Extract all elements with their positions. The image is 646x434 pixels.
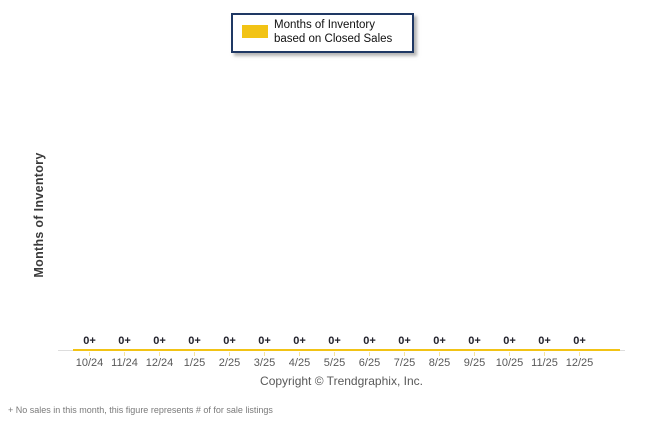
axis-tick (369, 352, 370, 356)
legend-series-label: Months of Inventory based on Closed Sale… (274, 19, 393, 45)
month-label: 6/25 (358, 357, 381, 369)
value-label: 0+ (328, 335, 341, 347)
value-label: 0+ (258, 335, 271, 347)
value-label: 0+ (293, 335, 306, 347)
y-axis-title: Months of Inventory (32, 152, 46, 278)
value-label: 0+ (153, 335, 166, 347)
footnote-text: + No sales in this month, this figure re… (8, 405, 273, 415)
category-4-25: 0+ 4/25 (282, 334, 317, 369)
category-7-25: 0+ 7/25 (387, 334, 422, 369)
category-3-25: 0+ 3/25 (247, 334, 282, 369)
month-label: 11/24 (111, 357, 138, 369)
category-6-25: 0+ 6/25 (352, 334, 387, 369)
value-label: 0+ (118, 335, 131, 347)
value-label: 0+ (223, 335, 236, 347)
axis-tick (229, 352, 230, 356)
month-label: 3/25 (253, 357, 276, 369)
month-label: 10/25 (495, 357, 524, 369)
axis-tick (299, 352, 300, 356)
value-label: 0+ (83, 335, 96, 347)
value-label: 0+ (433, 335, 446, 347)
month-label: 2/25 (218, 357, 241, 369)
category-8-25: 0+ 8/25 (422, 334, 457, 369)
category-1-25: 0+ 1/25 (177, 334, 212, 369)
copyright-text: Copyright © Trendgraphix, Inc. (260, 374, 423, 388)
axis-tick (509, 352, 510, 356)
month-label: 9/25 (463, 357, 486, 369)
value-label: 0+ (398, 335, 411, 347)
month-label: 12/25 (565, 357, 594, 369)
axis-tick (194, 352, 195, 356)
value-label: 0+ (573, 335, 586, 347)
legend: Months of Inventory based on Closed Sale… (231, 13, 414, 53)
category-5-25: 0+ 5/25 (317, 334, 352, 369)
value-label: 0+ (538, 335, 551, 347)
value-label: 0+ (468, 335, 481, 347)
category-2-25: 0+ 2/25 (212, 334, 247, 369)
axis-tick (579, 352, 580, 356)
value-label: 0+ (503, 335, 516, 347)
month-label: 11/25 (531, 357, 558, 369)
category-10-25: 0+ 10/25 (492, 334, 527, 369)
category-11-24: 0+ 11/24 (107, 334, 142, 369)
x-axis-categories: 0+ 10/24 0+ 11/24 0+ 12/24 0+ 1/25 0+ 2/25 0+ 3/25 0… (72, 334, 597, 369)
month-label: 4/25 (288, 357, 311, 369)
month-label: 1/25 (183, 357, 206, 369)
month-label: 10/24 (75, 357, 104, 369)
axis-tick (404, 352, 405, 356)
axis-tick (474, 352, 475, 356)
axis-tick (439, 352, 440, 356)
axis-tick (159, 352, 160, 356)
month-label: 7/25 (393, 357, 416, 369)
category-12-25: 0+ 12/25 (562, 334, 597, 369)
value-label: 0+ (188, 335, 201, 347)
axis-tick (264, 352, 265, 356)
axis-tick (89, 352, 90, 356)
category-9-25: 0+ 9/25 (457, 334, 492, 369)
axis-tick (334, 352, 335, 356)
axis-tick (544, 352, 545, 356)
month-label: 8/25 (428, 357, 451, 369)
category-11-25: 0+ 11/25 (527, 334, 562, 369)
month-label: 12/24 (145, 357, 174, 369)
axis-tick (124, 352, 125, 356)
legend-swatch-icon (242, 25, 268, 38)
x-axis-baseline-gold (73, 349, 620, 351)
month-label: 5/25 (323, 357, 346, 369)
category-12-24: 0+ 12/24 (142, 334, 177, 369)
category-10-24: 0+ 10/24 (72, 334, 107, 369)
value-label: 0+ (363, 335, 376, 347)
